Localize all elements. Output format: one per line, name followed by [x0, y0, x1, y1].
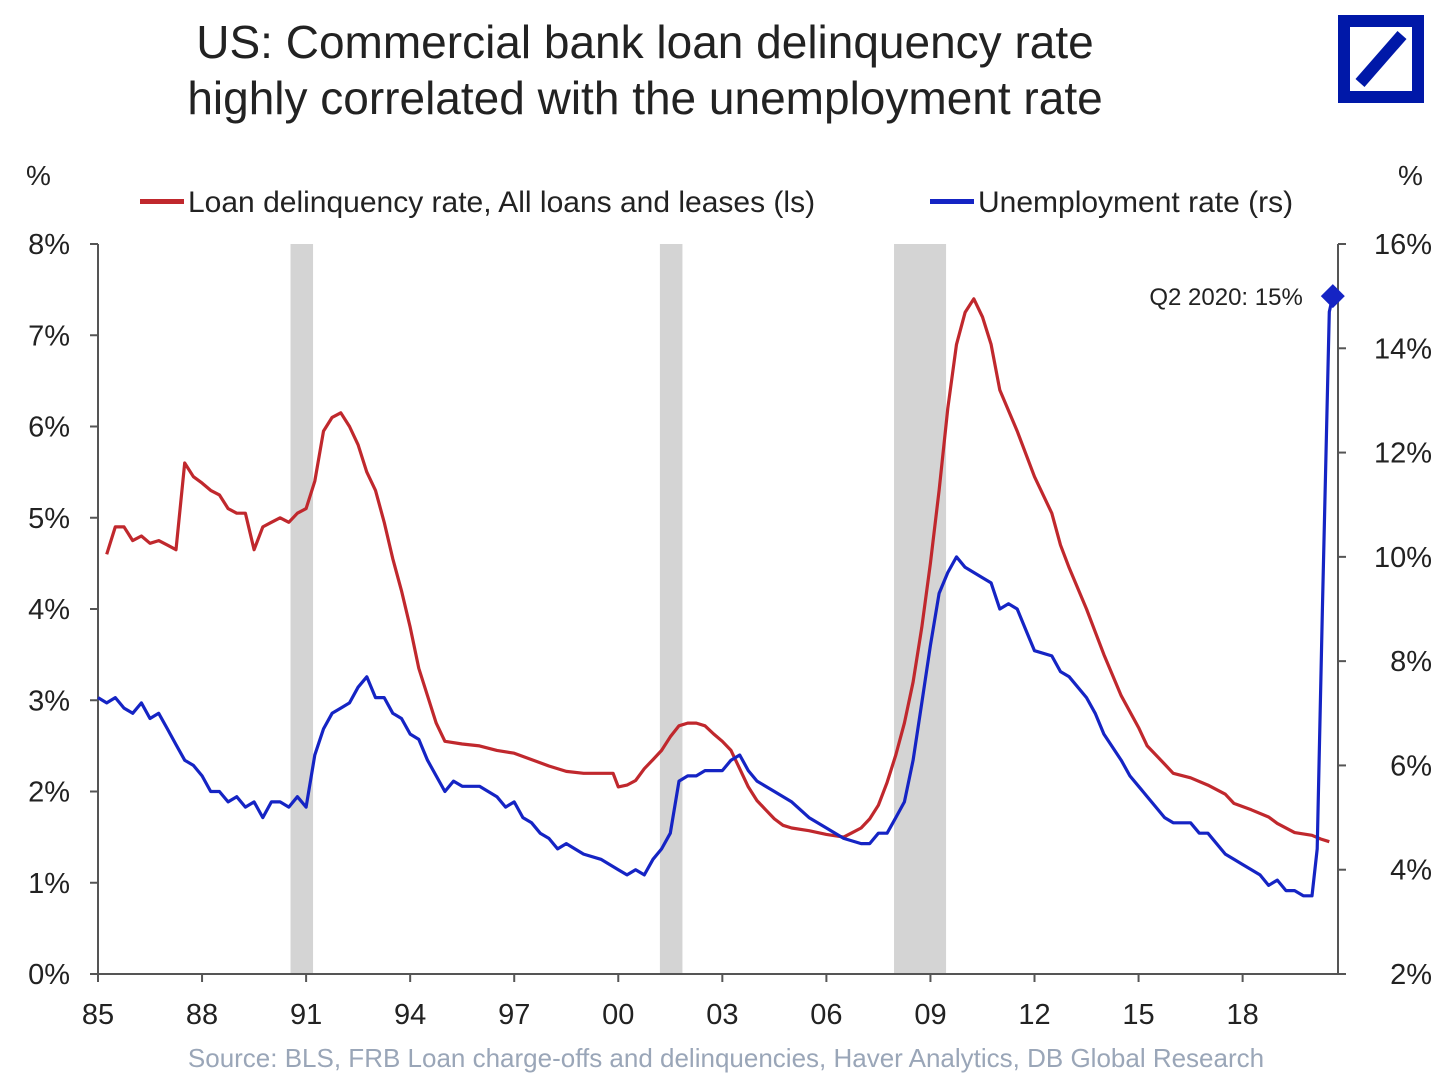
x-axis-tick-label-7: 06	[810, 999, 842, 1031]
left-axis-tick-label-0: 0%	[28, 959, 70, 991]
left-axis-tick-label-8: 8%	[28, 229, 70, 261]
left-axis-tick-label-5: 5%	[28, 503, 70, 535]
recession-band-1	[659, 244, 683, 974]
recession-band-2	[894, 244, 947, 974]
chart-title-line-2: highly correlated with the unemployment …	[187, 72, 1103, 124]
x-axis-tick-label-6: 03	[706, 999, 738, 1031]
left-axis-unit: %	[26, 160, 51, 191]
x-axis-tick-label-11: 18	[1226, 999, 1258, 1031]
right-axis-tick-label-6: 14%	[1374, 333, 1432, 365]
left-axis-tick-label-1: 1%	[28, 868, 70, 900]
legend-item-unemployment: Unemployment rate (rs)	[930, 186, 1293, 220]
legend-swatch-delinquency	[140, 198, 184, 204]
x-axis-tick-label-9: 12	[1018, 999, 1050, 1031]
logo-frame	[1338, 15, 1424, 103]
right-axis-tick-label-0: 2%	[1390, 959, 1432, 991]
right-axis-tick-label-4: 10%	[1374, 542, 1432, 574]
chart-title: US: Commercial bank loan delinquency rat…	[0, 14, 1290, 126]
logo-slash	[1355, 31, 1407, 87]
right-axis-tick-label-1: 4%	[1390, 855, 1432, 887]
deutsche-bank-logo	[1338, 15, 1424, 103]
recession-band-0	[290, 244, 314, 974]
left-axis-tick-label-2: 2%	[28, 777, 70, 809]
x-axis-tick-label-4: 97	[498, 999, 530, 1031]
right-axis-tick-label-3: 8%	[1390, 646, 1432, 678]
x-axis-tick-label-0: 85	[82, 999, 114, 1031]
chart-annotation: Q2 2020: 15%	[1149, 284, 1345, 311]
annotation-label: Q2 2020: 15%	[1149, 284, 1302, 311]
chart-axes: 0% 1% 2% 3% 4% 5% 6% 7% 8% 2% 4% 6% 8% 10% 12% 14% 16% 85…	[28, 229, 1432, 1031]
right-axis-tick-label-5: 12%	[1374, 438, 1432, 470]
recession-bands	[290, 244, 947, 974]
legend-label-delinquency: Loan delinquency rate, All loans and lea…	[188, 186, 816, 219]
left-axis-tick-label-6: 6%	[28, 412, 70, 444]
x-axis-tick-label-1: 88	[186, 999, 218, 1031]
right-axis-unit: %	[1398, 160, 1423, 191]
x-axis-tick-label-8: 09	[914, 999, 946, 1031]
right-axis-tick-label-7: 16%	[1374, 229, 1432, 261]
series-line-unemployment	[97, 295, 1335, 898]
chart-series	[97, 295, 1335, 898]
left-axis-tick-label-7: 7%	[28, 320, 70, 352]
legend-item-delinquency: Loan delinquency rate, All loans and lea…	[140, 186, 815, 220]
x-axis-tick-label-2: 91	[290, 999, 322, 1031]
left-axis-tick-label-3: 3%	[28, 685, 70, 717]
x-axis-tick-label-3: 94	[394, 999, 426, 1031]
left-axis-tick-label-4: 4%	[28, 594, 70, 626]
legend-swatch-unemployment	[930, 198, 974, 204]
x-axis-tick-label-5: 00	[602, 999, 634, 1031]
chart-title-line-1: US: Commercial bank loan delinquency rat…	[196, 16, 1094, 68]
source-note: Source: BLS, FRB Loan charge-offs and de…	[187, 1043, 1265, 1073]
x-axis-tick-label-10: 15	[1122, 999, 1154, 1031]
legend-label-unemployment: Unemployment rate (rs)	[978, 186, 1294, 219]
annotation-marker	[1320, 284, 1345, 309]
series-line-delinquency	[105, 297, 1330, 844]
right-axis-tick-label-2: 6%	[1390, 750, 1432, 782]
